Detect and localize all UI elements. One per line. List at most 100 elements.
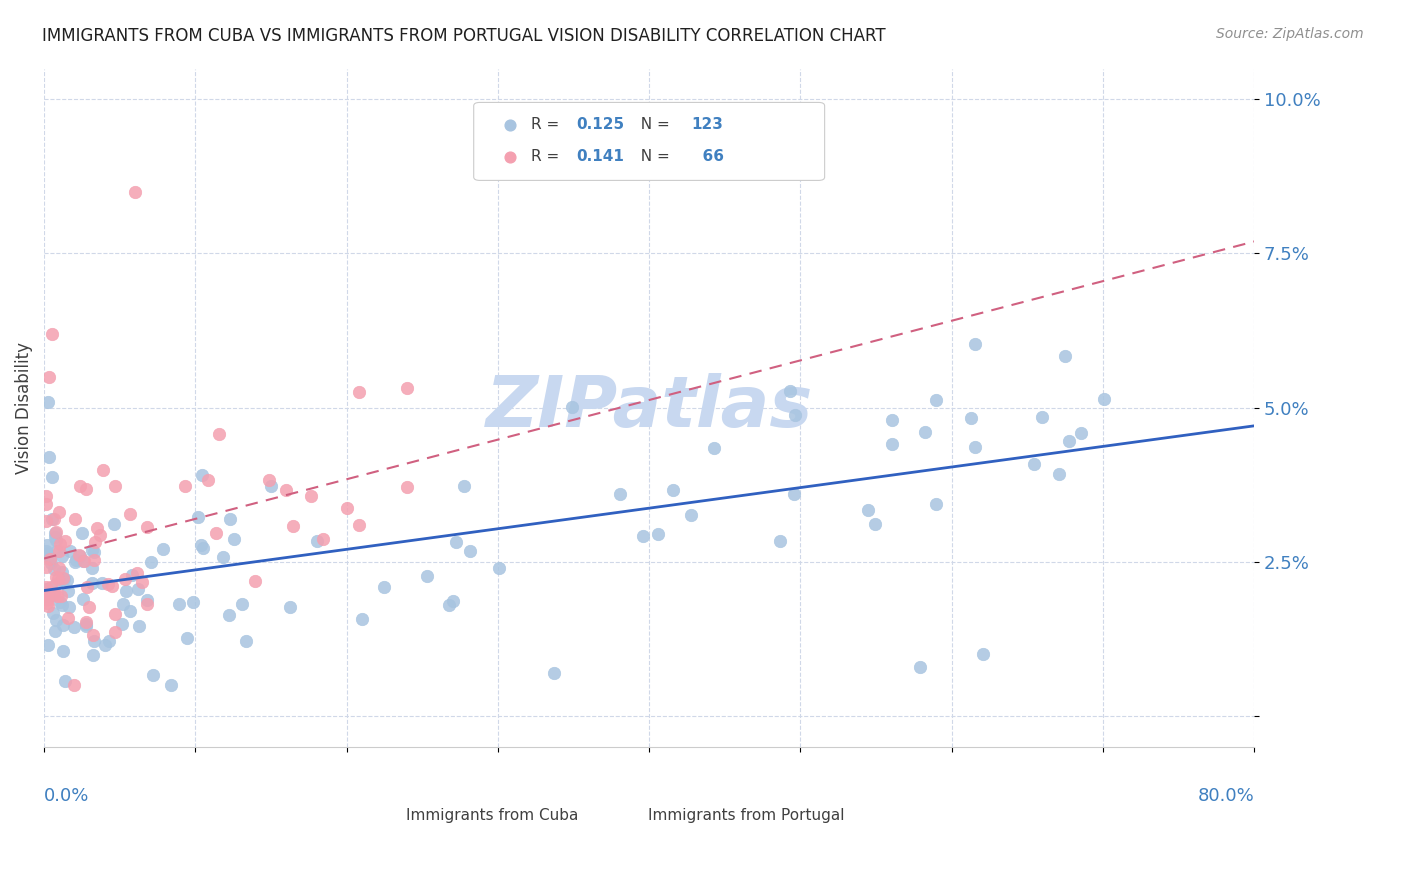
Point: [80, 542, 103, 557]
Point: [41, 512, 63, 526]
Point: [136, 597, 159, 611]
Point: [34, 544, 56, 558]
Point: [39, 580, 62, 594]
Point: [231, 597, 253, 611]
Point: [101, 579, 124, 593]
Point: [34, 514, 56, 528]
Text: IMMIGRANTS FROM CUBA VS IMMIGRANTS FROM PORTUGAL VISION DISABILITY CORRELATION C: IMMIGRANTS FROM CUBA VS IMMIGRANTS FROM …: [42, 27, 886, 45]
Point: [703, 441, 725, 455]
Point: [65, 512, 87, 526]
Text: 66: 66: [692, 149, 724, 164]
Point: [441, 593, 464, 607]
Y-axis label: Vision Disability: Vision Disability: [15, 342, 32, 474]
Point: [37, 394, 59, 409]
Point: [396, 480, 419, 494]
Point: [779, 384, 801, 398]
Point: [44, 512, 66, 526]
Point: [882, 413, 904, 427]
Point: [908, 659, 931, 673]
Point: [347, 384, 370, 399]
Point: [1070, 426, 1092, 441]
Point: [73, 554, 96, 568]
Point: [190, 538, 212, 552]
Point: [49, 573, 72, 587]
Point: [35, 560, 58, 574]
Text: 80.0%: 80.0%: [1198, 788, 1254, 805]
Point: [52, 572, 75, 586]
Point: [55, 534, 77, 549]
Point: [91, 463, 114, 477]
Point: [35, 582, 58, 596]
Point: [959, 411, 981, 425]
Point: [863, 517, 886, 532]
Point: [856, 503, 879, 517]
Point: [609, 486, 631, 500]
Point: [118, 604, 141, 618]
Point: [72, 554, 94, 568]
Point: [925, 392, 948, 407]
Point: [136, 520, 159, 534]
Point: [82, 628, 104, 642]
Point: [458, 544, 481, 558]
Point: [235, 633, 257, 648]
Point: [174, 478, 197, 492]
Point: [135, 592, 157, 607]
Point: [82, 561, 104, 575]
Point: [42, 606, 65, 620]
Point: [193, 541, 215, 555]
Point: [114, 584, 136, 599]
Point: [259, 473, 281, 487]
Point: [187, 509, 209, 524]
Point: [49, 595, 72, 609]
Point: [97, 577, 120, 591]
Point: [662, 483, 685, 498]
Point: [783, 408, 806, 422]
Point: [49, 537, 72, 551]
Point: [58, 584, 80, 599]
FancyBboxPatch shape: [624, 798, 648, 812]
Point: [274, 483, 297, 497]
Point: [51, 549, 73, 563]
Point: [49, 589, 72, 603]
Point: [83, 634, 105, 648]
Point: [307, 534, 329, 549]
Point: [94, 638, 117, 652]
Point: [52, 571, 75, 585]
Point: [205, 526, 228, 541]
Point: [121, 567, 143, 582]
Point: [488, 561, 510, 575]
Point: [63, 555, 86, 569]
Point: [1031, 409, 1053, 424]
Point: [45, 577, 67, 591]
Point: [131, 575, 153, 590]
Point: [782, 487, 804, 501]
Point: [75, 615, 97, 630]
Point: [114, 572, 136, 586]
Point: [34, 580, 56, 594]
Point: [39, 556, 62, 570]
Point: [63, 620, 86, 634]
Point: [181, 595, 204, 609]
Point: [86, 521, 108, 535]
Point: [56, 611, 79, 625]
Point: [104, 479, 127, 493]
Point: [45, 533, 67, 547]
Point: [72, 592, 94, 607]
Point: [56, 573, 79, 587]
Point: [437, 598, 460, 612]
Point: [69, 479, 91, 493]
Point: [48, 543, 70, 558]
Point: [128, 619, 150, 633]
Point: [53, 674, 76, 689]
Text: R =: R =: [530, 149, 564, 164]
Point: [82, 575, 104, 590]
Point: [208, 427, 231, 442]
Point: [1047, 467, 1070, 482]
Point: [112, 597, 135, 611]
Point: [65, 552, 87, 566]
Point: [59, 544, 82, 558]
Point: [79, 600, 101, 615]
Point: [965, 337, 987, 351]
Point: [75, 619, 97, 633]
Point: [52, 644, 75, 658]
